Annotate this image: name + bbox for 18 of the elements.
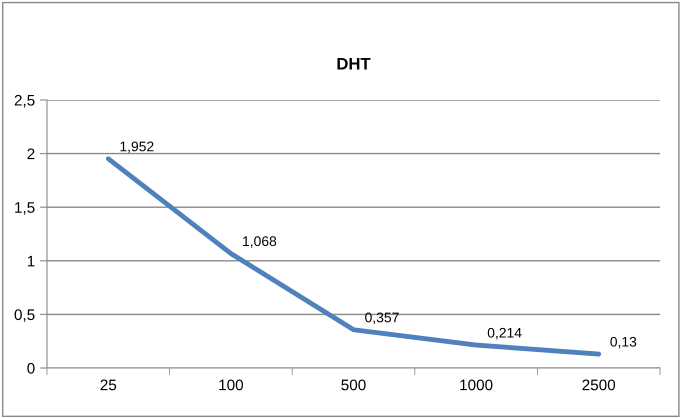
y-tick-label: 2 — [27, 148, 34, 160]
data-label: 0,357 — [365, 312, 399, 324]
y-tick-label: 2,5 — [14, 94, 35, 108]
x-tick-label: 25 — [100, 380, 116, 390]
data-label: 1,952 — [120, 142, 154, 154]
y-tick-label: 0 — [27, 362, 35, 374]
x-tick-label: 1000 — [460, 380, 492, 390]
y-tick-label: 0,5 — [14, 309, 35, 322]
data-label: 1,068 — [243, 236, 276, 248]
line-series — [106, 156, 602, 356]
y-tick-label: 1 — [28, 256, 34, 266]
chart-title: DHT — [337, 58, 370, 70]
data-label: 0,13 — [610, 336, 636, 348]
y-tick-label: 1,5 — [15, 202, 35, 215]
x-tick-label: 500 — [341, 380, 366, 390]
x-tick-label: 2500 — [582, 380, 616, 390]
x-tick-label: 100 — [219, 380, 244, 390]
data-label: 0,214 — [488, 328, 522, 340]
